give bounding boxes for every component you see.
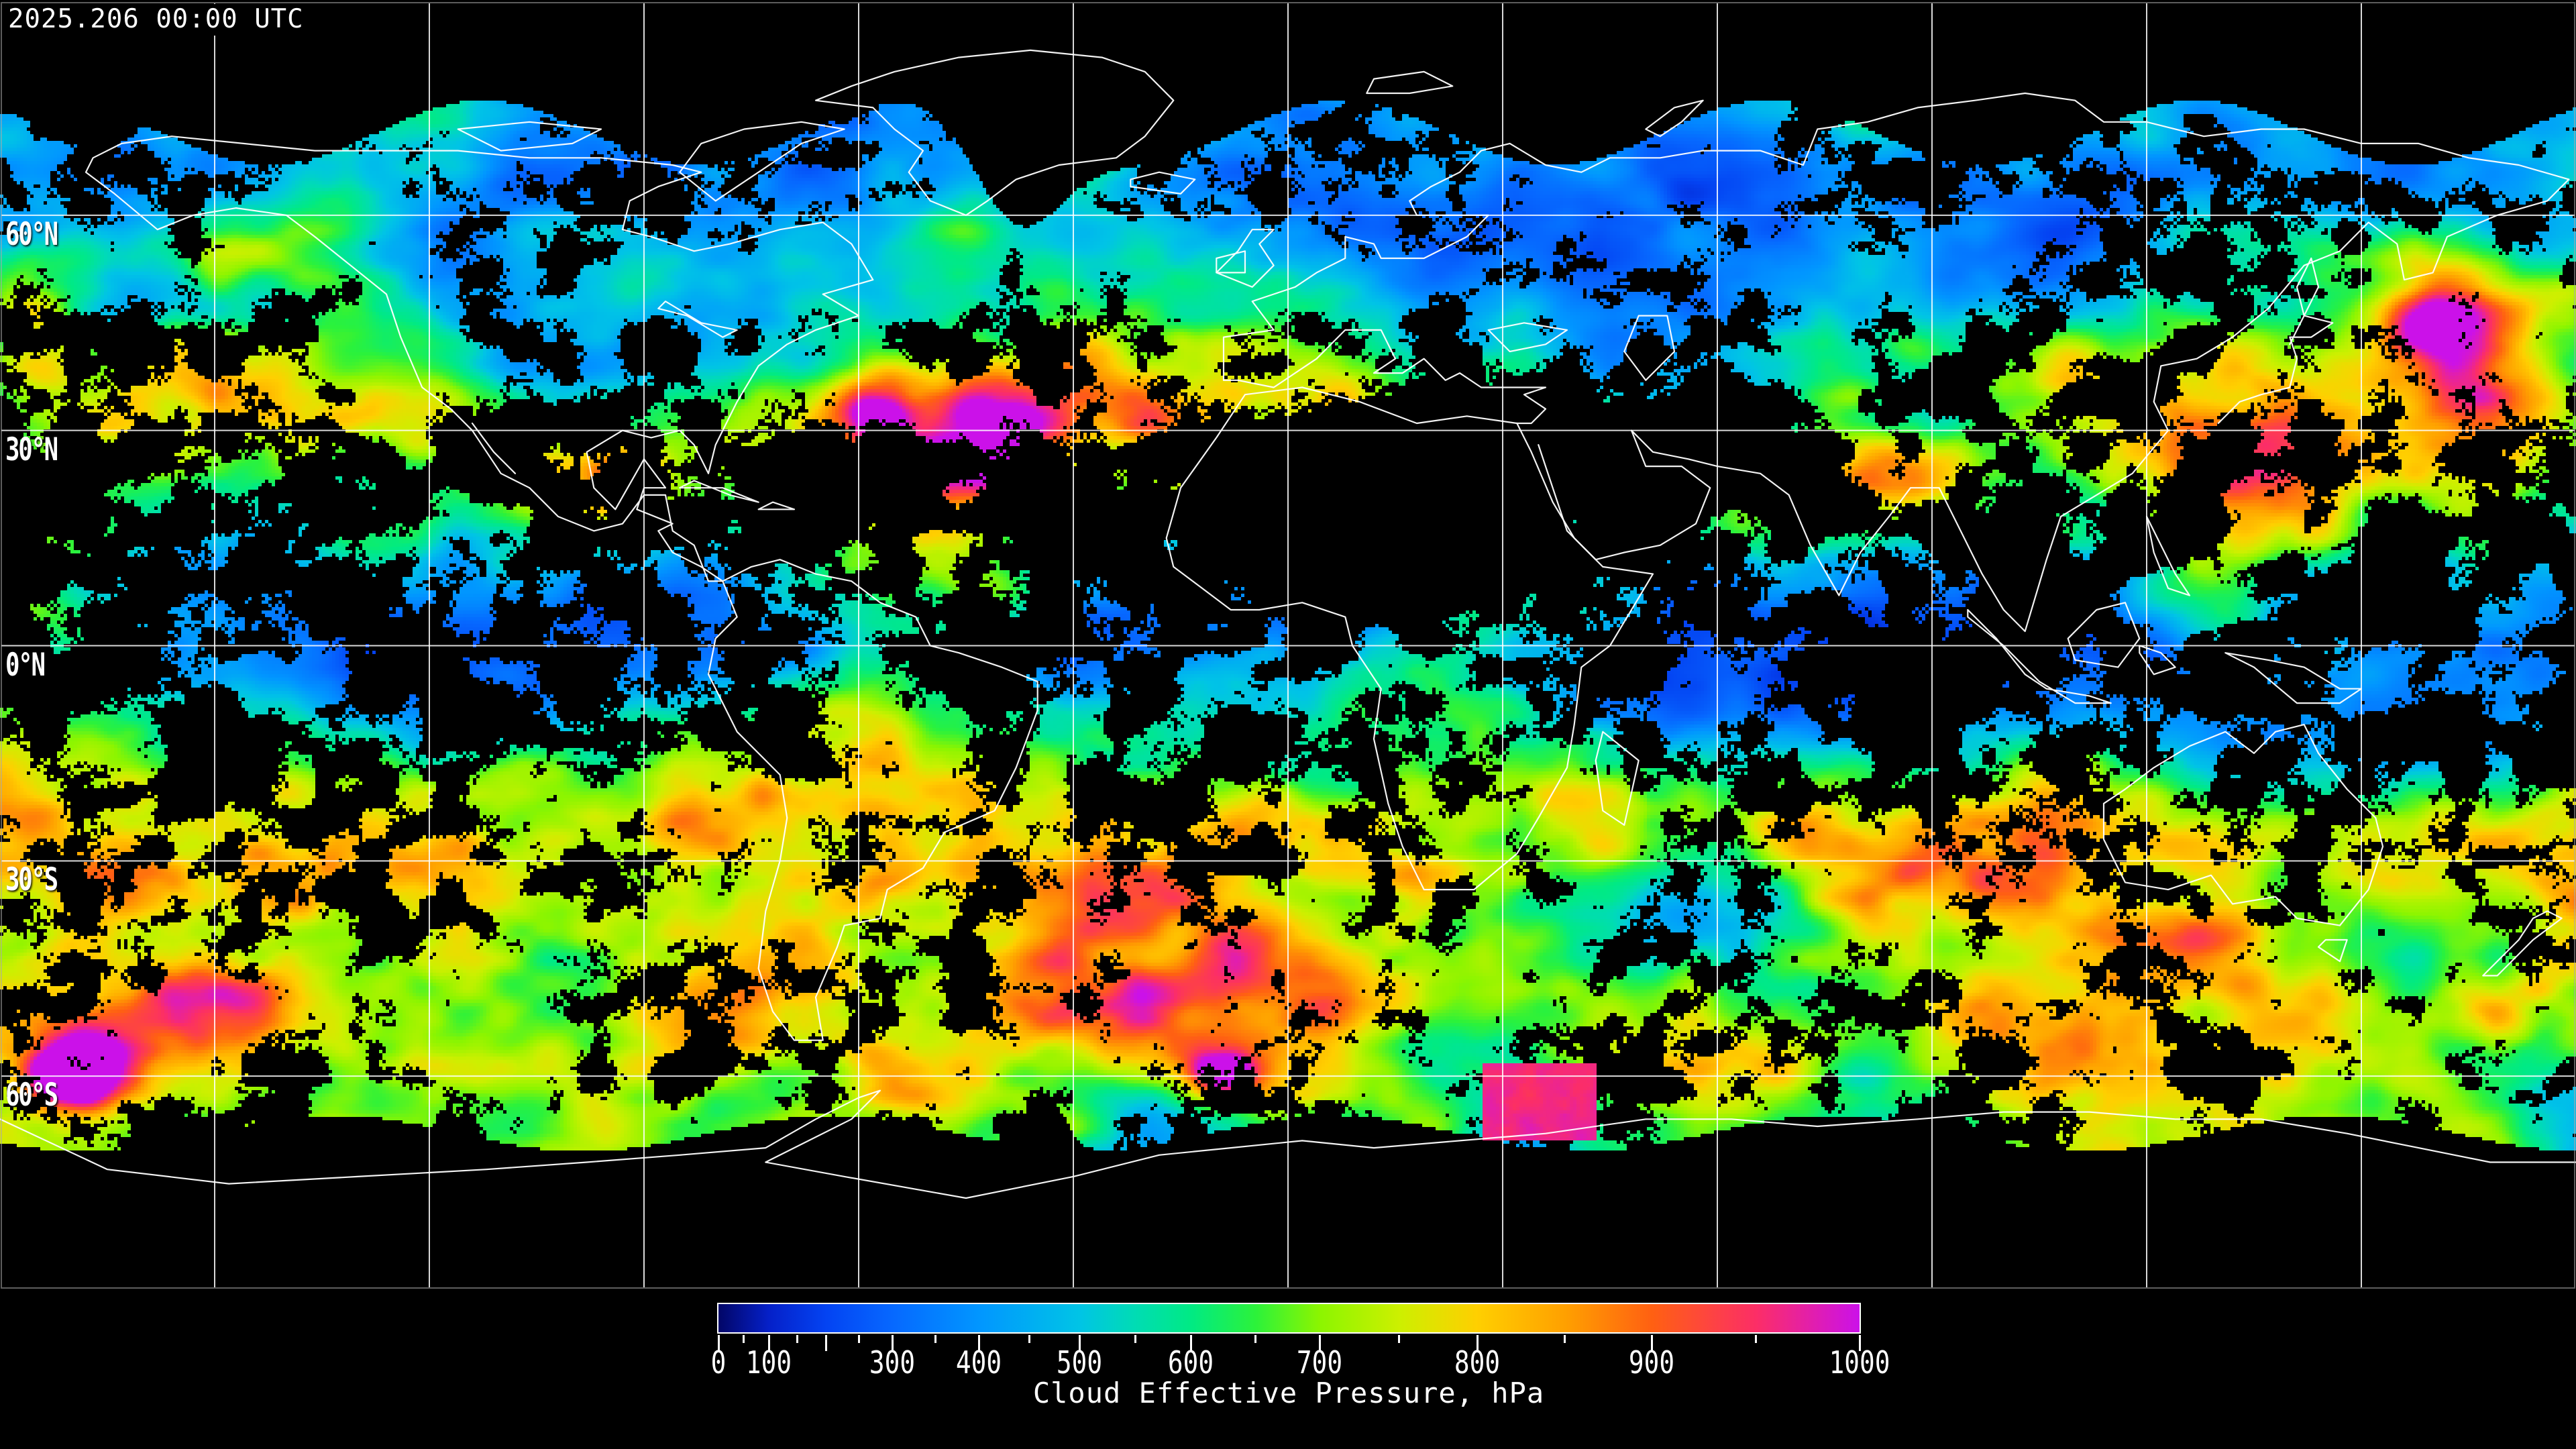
colorbar-tick-850 bbox=[1564, 1335, 1566, 1343]
coastline-12 bbox=[1366, 70, 1454, 95]
colorbar-tick-150 bbox=[796, 1335, 799, 1343]
coastline-10 bbox=[1216, 250, 1246, 274]
colorbar-tick-label-400: 400 bbox=[955, 1344, 1002, 1381]
timestamp-label: 2025.206 00:00 UTC bbox=[5, 4, 311, 36]
coastline-4 bbox=[1222, 329, 1547, 425]
coastline-16 bbox=[679, 480, 759, 503]
colorbar-tick-700 bbox=[1319, 1335, 1322, 1351]
coastline-13 bbox=[1645, 99, 1704, 138]
coastline-5 bbox=[1222, 92, 2570, 381]
coastline-26 bbox=[2139, 645, 2176, 676]
colorbar-tick-200 bbox=[824, 1335, 827, 1351]
coastline-0 bbox=[85, 136, 874, 582]
coastline-18 bbox=[1595, 731, 1640, 826]
colorbar-tick-label-100: 100 bbox=[745, 1344, 792, 1381]
colorbar-tick-100 bbox=[767, 1335, 770, 1351]
world-map: 2025.206 00:00 UTC 60°N 30°N 0°N 30°S 60°S bbox=[0, 0, 2576, 1291]
coastline-9 bbox=[1216, 229, 1275, 288]
colorbar-tick-label-300: 300 bbox=[869, 1344, 915, 1381]
colorbar-tick-label-900: 900 bbox=[1629, 1344, 1675, 1381]
colorbar-tick-550 bbox=[1134, 1335, 1136, 1343]
colorbar-tick-label-600: 600 bbox=[1168, 1344, 1214, 1381]
latitude-label-30N: 30°N bbox=[5, 431, 58, 468]
coastline-2 bbox=[707, 559, 1038, 1041]
colorbar-tick-label-1000: 1000 bbox=[1829, 1344, 1890, 1381]
coastline-3 bbox=[1165, 386, 1654, 891]
colorbar-tick-250 bbox=[858, 1335, 861, 1343]
colorbar-tick-450 bbox=[1028, 1335, 1030, 1343]
coastline-6 bbox=[1538, 178, 2570, 633]
graticule-coastline-overlay bbox=[0, 3, 2576, 1287]
colorbar-tick-50 bbox=[743, 1335, 745, 1343]
colorbar-tick-650 bbox=[1254, 1335, 1257, 1343]
coastline-21 bbox=[2482, 910, 2563, 977]
coastline-8 bbox=[0, 1089, 2576, 1199]
coastline-25 bbox=[2145, 515, 2191, 596]
colorbar-tick-800 bbox=[1477, 1335, 1479, 1351]
coastline-27 bbox=[2317, 938, 2348, 963]
colorbar-tick-300 bbox=[891, 1335, 894, 1351]
colorbar-gradient bbox=[717, 1303, 1861, 1334]
colorbar-title: Cloud Effective Pressure, hPa bbox=[1032, 1377, 1545, 1409]
coastline-24 bbox=[2224, 652, 2363, 704]
colorbar-tick-400 bbox=[977, 1335, 980, 1351]
coastline-31 bbox=[471, 422, 517, 474]
coastline-11 bbox=[1130, 171, 1196, 195]
coastline-15 bbox=[457, 121, 602, 152]
coastline-17 bbox=[757, 501, 796, 511]
coastline-14 bbox=[679, 121, 845, 202]
coastline-19 bbox=[2217, 315, 2334, 425]
colorbar-tick-500 bbox=[1078, 1335, 1081, 1351]
colorbar-tick-label-700: 700 bbox=[1297, 1344, 1343, 1381]
latitude-label-60S: 60°S bbox=[5, 1077, 58, 1114]
latitude-label-60N: 60°N bbox=[5, 215, 58, 253]
colorbar-tick-1000 bbox=[1859, 1335, 1861, 1351]
colorbar-tick-350 bbox=[934, 1335, 937, 1343]
coastline-1 bbox=[814, 49, 1175, 216]
colorbar-tick-750 bbox=[1397, 1335, 1400, 1343]
coastline-23 bbox=[1967, 608, 2112, 704]
colorbar-tick-0 bbox=[718, 1335, 720, 1351]
coastline-28 bbox=[1623, 315, 1676, 381]
latitude-label-30S: 30°S bbox=[5, 861, 58, 899]
latitude-label-0N: 0°N bbox=[5, 646, 46, 684]
coastline-7 bbox=[2102, 724, 2384, 926]
colorbar-tick-label-800: 800 bbox=[1454, 1344, 1501, 1381]
coastline-30 bbox=[657, 301, 738, 338]
colorbar-tick-900 bbox=[1651, 1335, 1654, 1351]
colorbar-tick-label-500: 500 bbox=[1056, 1344, 1102, 1381]
colorbar-tick-600 bbox=[1190, 1335, 1193, 1351]
coastline-20 bbox=[2296, 257, 2320, 317]
colorbar-tick-950 bbox=[1755, 1335, 1758, 1343]
colorbar-tick-label-0: 0 bbox=[710, 1344, 727, 1381]
coastline-29 bbox=[1487, 322, 1568, 353]
coastline-22 bbox=[2067, 602, 2141, 668]
